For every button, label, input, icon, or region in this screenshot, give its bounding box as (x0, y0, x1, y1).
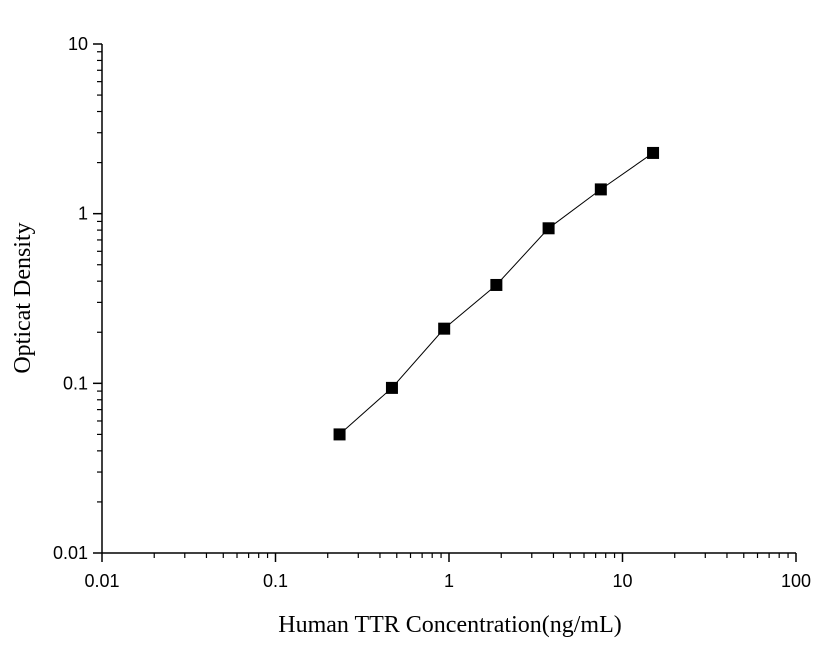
data-point (542, 222, 555, 235)
data-point (385, 381, 398, 394)
y-tick-label: 10 (68, 34, 88, 54)
x-tick-label: 100 (781, 571, 811, 591)
x-tick-label: 0.1 (263, 571, 288, 591)
data-point (333, 428, 346, 441)
data-point (594, 183, 607, 196)
data-point (438, 322, 451, 335)
minor-ticks (97, 51, 789, 558)
y-tick-labels: 0.01 0.1 1 10 (53, 34, 88, 563)
data-point (490, 278, 503, 291)
x-tick-label: 10 (612, 571, 632, 591)
major-ticks (93, 43, 797, 562)
x-axis-title: Human TTR Concentration(ng/mL) (278, 612, 622, 638)
y-tick-label: 0.1 (63, 373, 88, 393)
y-tick-label: 1 (78, 204, 88, 224)
y-tick-label: 0.01 (53, 543, 88, 563)
series (333, 146, 660, 441)
y-axis-title: Opticat Density (10, 222, 36, 373)
x-tick-label: 1 (444, 571, 454, 591)
x-tick-labels: 0.01 0.1 1 10 100 (84, 571, 811, 591)
x-tick-label: 0.01 (84, 571, 119, 591)
data-point (647, 146, 660, 159)
